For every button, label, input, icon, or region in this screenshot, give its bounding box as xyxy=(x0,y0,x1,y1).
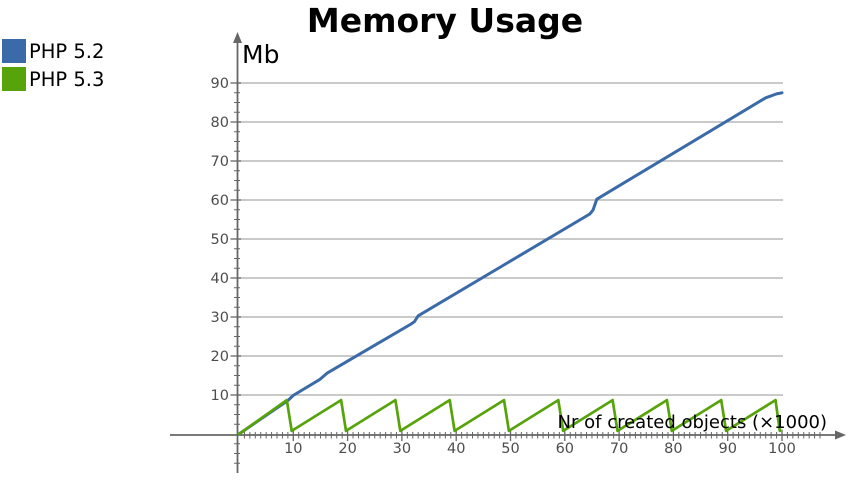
legend-label-php53: PHP 5.3 xyxy=(29,67,105,91)
x-tick-label-30: 30 xyxy=(393,441,411,457)
y-tick-label-40: 40 xyxy=(211,271,229,287)
x-tick-label-80: 80 xyxy=(664,441,682,457)
x-tick-label-100: 100 xyxy=(768,441,796,457)
legend-item-php53: PHP 5.3 xyxy=(2,67,104,91)
y-tick-label-50: 50 xyxy=(211,232,229,248)
x-axis-title: Nr of created objects (×1000) xyxy=(557,412,827,433)
chart-title: Memory Usage xyxy=(306,1,584,40)
series-line-php-5-3 xyxy=(237,398,782,436)
x-tick-label-70: 70 xyxy=(610,441,628,457)
x-tick-label-60: 60 xyxy=(556,441,574,457)
legend-swatch-php53-icon xyxy=(2,67,26,91)
legend-swatch-php52-icon xyxy=(2,39,26,63)
x-tick-label-50: 50 xyxy=(501,441,519,457)
y-tick-label-90: 90 xyxy=(211,76,229,92)
series-line-php-5-2 xyxy=(237,91,784,436)
x-tick-label-10: 10 xyxy=(284,441,302,457)
x-tick-label-90: 90 xyxy=(718,441,736,457)
y-axis-arrow-icon xyxy=(233,32,242,43)
y-tick-label-80: 80 xyxy=(211,115,229,131)
y-tick-label-10: 10 xyxy=(211,388,229,404)
legend-label-php52: PHP 5.2 xyxy=(29,39,105,63)
legend: PHP 5.2 PHP 5.3 xyxy=(2,39,104,95)
legend-item-php52: PHP 5.2 xyxy=(2,39,104,63)
y-tick-label-60: 60 xyxy=(211,193,229,209)
y-tick-label-20: 20 xyxy=(211,349,229,365)
y-axis-title: Mb xyxy=(242,40,280,69)
x-tick-label-20: 20 xyxy=(338,441,356,457)
y-tick-label-70: 70 xyxy=(211,154,229,170)
x-tick-label-40: 40 xyxy=(447,441,465,457)
y-tick-label-30: 30 xyxy=(211,310,229,326)
x-axis-arrow-icon xyxy=(835,430,846,440)
